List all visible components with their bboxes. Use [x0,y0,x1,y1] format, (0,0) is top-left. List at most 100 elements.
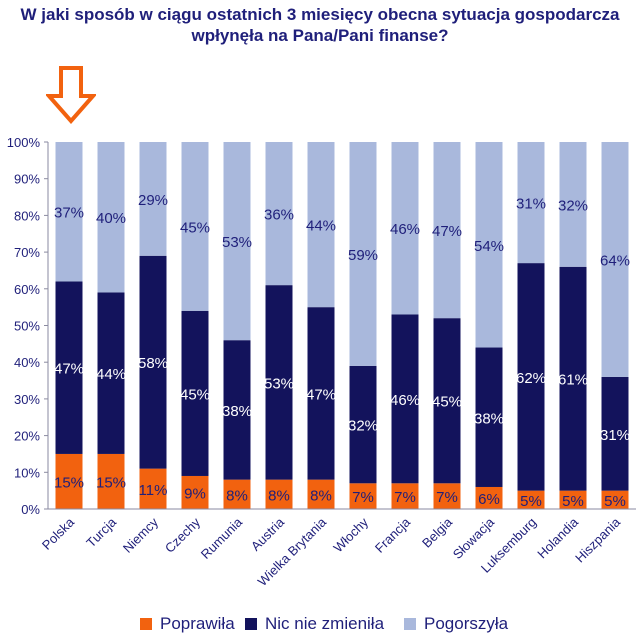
bar-segment-improved [223,479,251,509]
bar-segment-unchanged [391,314,419,484]
legend-label-worse: Pogorszyła [424,614,509,633]
y-tick-label: 100% [7,135,41,150]
data-label-improved: 8% [268,487,290,504]
bar-segment-unchanged [97,292,125,454]
bar-segment-worse [433,142,461,319]
bar-segment-improved [265,479,293,509]
bar-segment-unchanged [181,310,209,476]
data-label-unchanged: 32% [348,418,378,435]
bar-segment-improved [307,479,335,509]
y-tick-label: 60% [14,282,40,297]
data-label-worse: 64% [600,252,630,269]
data-label-worse: 45% [180,219,210,236]
data-label-worse: 32% [558,197,588,214]
legend-item-unchanged: Nic nie zmieniła [245,614,384,634]
data-label-worse: 59% [348,247,378,264]
bar-segment-unchanged [349,365,377,484]
data-label-worse: 37% [54,205,84,222]
legend: Poprawiła Nic nie zmieniła Pogorszyła [0,614,640,638]
bar-segment-worse [223,142,251,341]
data-label-improved: 15% [54,474,84,491]
y-tick-label: 80% [14,208,40,223]
x-category-label: Polska [39,514,78,553]
data-label-unchanged: 38% [222,403,252,420]
data-label-worse: 54% [474,238,504,255]
y-tick-label: 40% [14,355,40,370]
data-label-worse: 40% [96,210,126,227]
data-label-unchanged: 46% [390,392,420,409]
bar-segment-unchanged [559,266,587,491]
bar-segment-worse [391,142,419,315]
bar-segment-worse [55,142,83,282]
legend-swatch-unchanged [245,618,257,630]
data-label-unchanged: 58% [138,355,168,372]
chart-title-line-1: W jaki sposób w ciągu ostatnich 3 miesię… [20,5,620,24]
x-category-label: Belgia [419,514,456,551]
bar-segment-improved [55,453,83,509]
bar-segment-worse [601,142,629,377]
legend-label-improved: Poprawiła [160,614,235,633]
bar-segment-unchanged [223,340,251,480]
chart-title: W jaki sposób w ciągu ostatnich 3 miesię… [0,4,640,46]
y-tick-label: 90% [14,172,40,187]
legend-item-worse: Pogorszyła [404,614,508,634]
x-category-label: Niemcy [120,514,162,556]
x-category-label: Turcja [83,514,119,550]
bar-segment-improved [139,468,167,509]
data-label-improved: 8% [226,487,248,504]
x-category-label: Hiszpania [572,514,624,566]
data-label-unchanged: 47% [306,386,336,403]
bar-segment-improved [349,483,377,509]
bar-segment-improved [475,486,503,509]
data-label-unchanged: 61% [558,372,588,389]
y-tick-label: 30% [14,392,40,407]
bar-segment-worse [475,142,503,348]
data-label-improved: 15% [96,474,126,491]
bar-segment-unchanged [55,281,83,454]
bar-segment-improved [391,483,419,509]
data-label-improved: 5% [604,493,626,510]
x-category-label: Rumunia [198,514,246,562]
bar-segment-unchanged [433,318,461,484]
bar-segment-worse [181,142,209,311]
data-label-unchanged: 62% [516,370,546,387]
data-label-unchanged: 45% [432,394,462,411]
y-tick-label: 70% [14,245,40,260]
legend-item-improved: Poprawiła [140,614,235,634]
x-category-label: Austria [248,514,288,554]
data-label-improved: 7% [352,489,374,506]
bar-segment-unchanged [601,376,629,491]
legend-label-unchanged: Nic nie zmieniła [265,614,385,633]
x-category-label: Czechy [162,514,204,556]
bar-segment-worse [517,142,545,264]
data-label-worse: 36% [264,207,294,224]
data-label-worse: 44% [306,218,336,235]
data-label-worse: 31% [516,196,546,213]
bar-segment-improved [517,490,545,509]
bar-segment-worse [265,142,293,286]
legend-swatch-worse [404,618,416,630]
stacked-bar-chart: 0% 10% 20% 30% 40% 50% 60% 70% 80% 90% 100% 15% 47% 3… [7,135,636,589]
y-tick-label: 20% [14,429,40,444]
data-label-improved: 8% [310,487,332,504]
data-label-worse: 29% [138,192,168,209]
data-label-unchanged: 38% [474,410,504,427]
y-tick-label: 0% [21,502,40,517]
bar-segment-worse [139,142,167,256]
data-label-unchanged: 53% [264,375,294,392]
arrow-shape [46,66,96,124]
data-label-worse: 46% [390,221,420,238]
data-label-improved: 7% [394,489,416,506]
data-label-improved: 6% [478,491,500,508]
bar-segment-unchanged [265,285,293,480]
data-label-improved: 7% [436,489,458,506]
data-label-improved: 11% [139,482,168,499]
bar-segment-worse [97,142,125,293]
data-label-unchanged: 31% [600,427,630,444]
legend-swatch-improved [140,618,152,630]
bar-segment-worse [349,142,377,366]
down-arrow-icon [46,66,96,124]
bar-segment-improved [601,490,629,509]
bar-segment-unchanged [517,263,545,491]
data-label-improved: 5% [520,493,542,510]
